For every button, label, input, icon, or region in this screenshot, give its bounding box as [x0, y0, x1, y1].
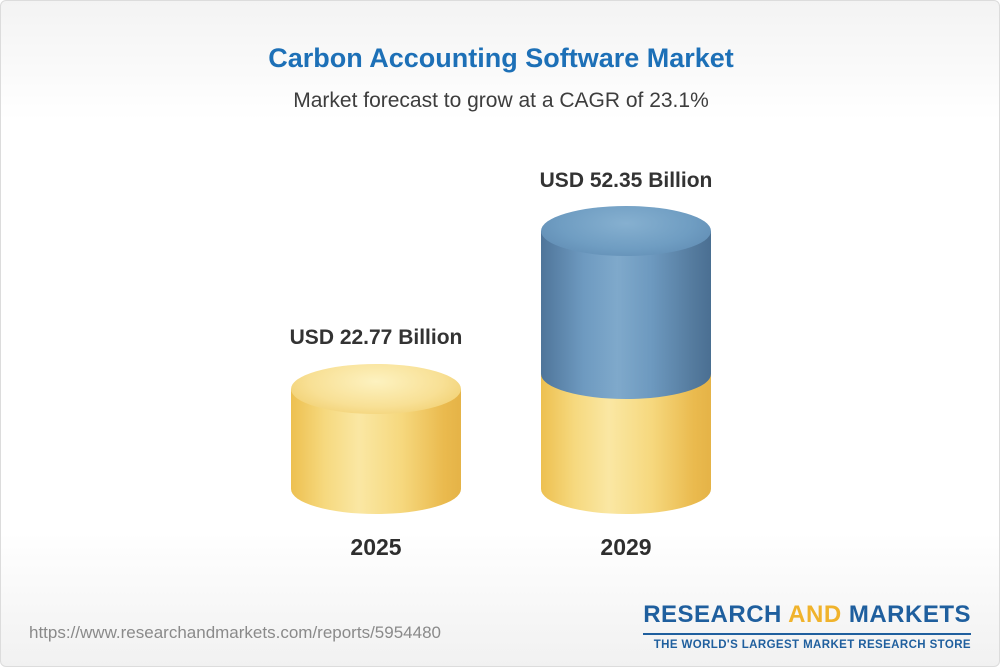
logo-markets: MARKETS [848, 601, 971, 628]
logo-research: RESEARCH [643, 601, 782, 628]
x-axis-label-2025: 2025 [350, 534, 402, 560]
x-axis-label-2029: 2029 [600, 534, 652, 560]
cylinder-body [541, 231, 711, 399]
cylinder-cap [541, 206, 711, 256]
source-url: https://www.researchandmarkets.com/repor… [29, 623, 441, 642]
logo-rule [643, 633, 971, 635]
logo: RESEARCH AND MARKETS THE WORLD'S LARGEST… [643, 601, 971, 651]
bar-2029-growth-segment [541, 206, 711, 399]
logo-and: AND [788, 601, 842, 628]
bar-value-label-2025: USD 22.77 Billion [289, 326, 463, 349]
chart-subtitle: Market forecast to grow at a CAGR of 23.… [293, 89, 709, 112]
logo-wordmark: RESEARCH AND MARKETS [643, 601, 971, 629]
logo-tagline: THE WORLD'S LARGEST MARKET RESEARCH STOR… [653, 639, 971, 651]
cylinder-cap [291, 364, 461, 414]
bar-2025-cylinder [291, 364, 461, 514]
chart-title: Carbon Accounting Software Market [268, 43, 734, 73]
bar-value-label-2029: USD 52.35 Billion [539, 169, 713, 192]
